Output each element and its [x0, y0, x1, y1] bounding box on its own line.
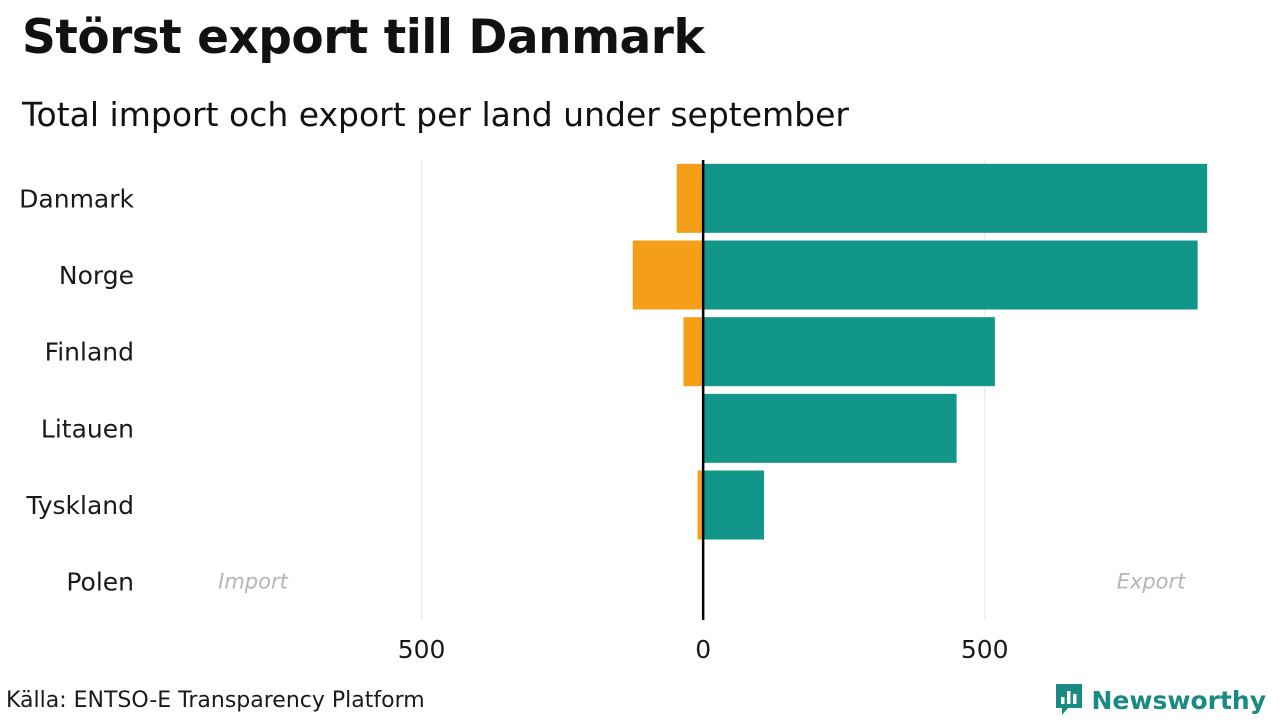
- export-bar-tyskland: [703, 470, 764, 540]
- import-bar-norge: [632, 240, 704, 310]
- diverging-bar-chart: DanmarkNorgeFinlandLitauenTysklandPolen …: [19, 160, 1208, 664]
- import-bar-finland: [683, 317, 704, 387]
- category-label: Litauen: [41, 414, 134, 443]
- import-bar-danmark: [676, 163, 704, 233]
- x-tick-label: 500: [961, 635, 1009, 664]
- newsworthy-logo-icon: [1055, 684, 1082, 715]
- export-bar-norge: [703, 240, 1198, 310]
- gridlines: [421, 160, 986, 620]
- source-note: Källa: ENTSO-E Transparency Platform: [6, 688, 425, 713]
- import-bar-tyskland: [697, 470, 704, 540]
- category-label: Polen: [66, 568, 134, 597]
- x-tick-label: 500: [398, 635, 446, 664]
- x-axis-ticks: 500 0 500: [398, 635, 1009, 664]
- export-bar-finland: [703, 317, 995, 387]
- brand-logo: Newsworthy: [1054, 682, 1267, 718]
- export-bar-danmark: [703, 163, 1208, 233]
- category-label: Tyskland: [25, 491, 134, 520]
- category-label: Finland: [45, 338, 134, 367]
- bars: [632, 163, 1208, 540]
- export-direction-label: Export: [1117, 570, 1187, 594]
- category-label: Norge: [59, 261, 134, 290]
- category-labels: Danmark Norge Finland Litauen Tyskland Polen: [19, 184, 134, 596]
- x-tick-label: 0: [695, 635, 711, 664]
- category-label: Danmark: [19, 184, 134, 213]
- brand-name: Newsworthy: [1091, 685, 1267, 715]
- export-bar-litauen: [703, 393, 957, 463]
- import-direction-label: Import: [218, 570, 288, 594]
- chart-title: Störst export till Danmark: [22, 10, 705, 65]
- chart-subtitle: Total import och export per land under s…: [22, 95, 849, 134]
